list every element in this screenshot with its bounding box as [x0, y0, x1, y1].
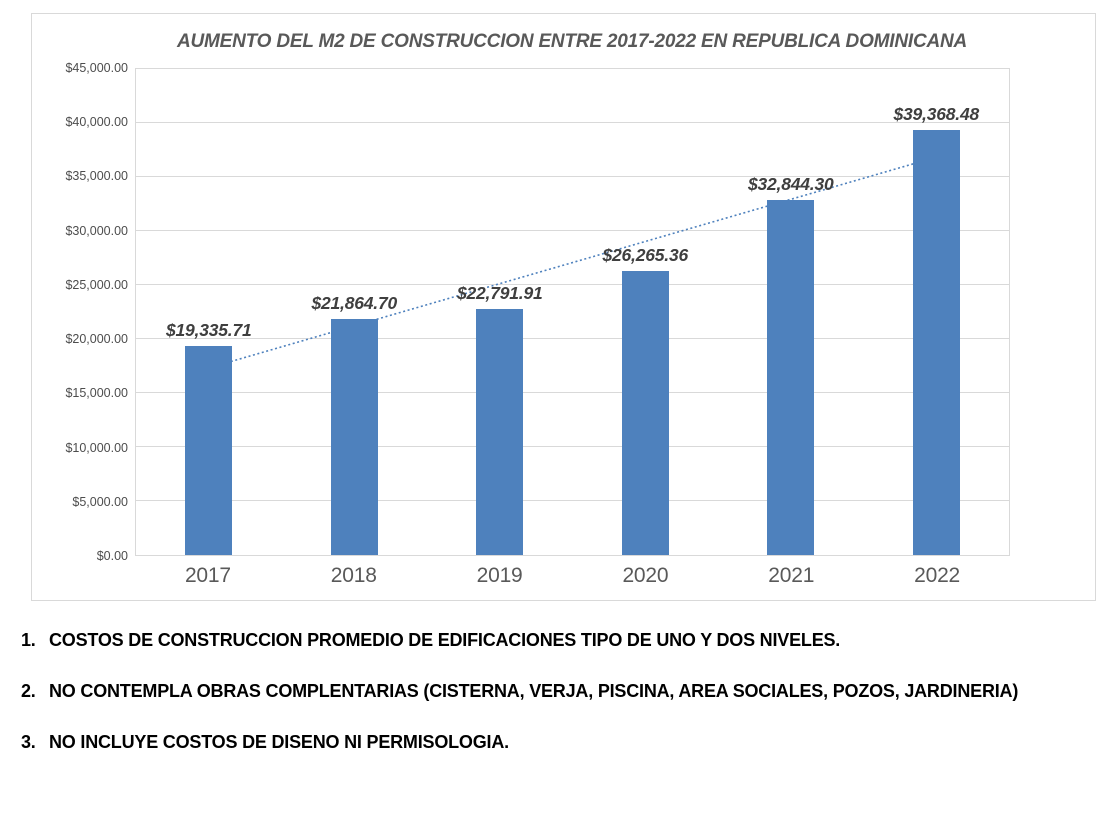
bar-value-label: $39,368.48 [893, 103, 980, 124]
y-axis-tick-label: $45,000.00 [65, 61, 128, 75]
note-item-3: 3. NO INCLUYE COSTOS DE DISENO NI PERMIS… [21, 732, 1093, 753]
note-text: NO CONTEMPLA OBRAS COMPLENTARIAS (CISTER… [49, 681, 1019, 701]
y-axis-tick-label: $0.00 [96, 549, 128, 563]
note-item-1: 1. COSTOS DE CONSTRUCCION PROMEDIO DE ED… [21, 630, 1093, 651]
trendline-layer [208, 156, 937, 369]
note-number: 3. [21, 732, 36, 752]
notes-list: 1. COSTOS DE CONSTRUCCION PROMEDIO DE ED… [21, 630, 1093, 783]
chart-card: AUMENTO DEL M2 DE CONSTRUCCION ENTRE 201… [31, 13, 1096, 601]
gridline [136, 500, 1009, 501]
note-text: NO INCLUYE COSTOS DE DISENO NI PERMISOLO… [49, 732, 509, 752]
gridline [136, 446, 1009, 447]
trendline [208, 156, 937, 369]
y-axis-tick-label: $15,000.00 [65, 386, 128, 401]
x-axis-tick-label: 2021 [768, 564, 815, 587]
x-axis-tick-label: 2017 [184, 564, 231, 587]
y-axis-tick-label: $35,000.00 [65, 169, 128, 184]
bar-2018 [330, 318, 378, 555]
x-axis-tick-label: 2018 [330, 564, 377, 587]
note-number: 2. [21, 681, 36, 701]
x-axis-tick-label: 2020 [622, 564, 669, 587]
y-axis-tick-label: $25,000.00 [65, 277, 128, 292]
gridline [136, 284, 1009, 285]
plot-area: $19,335.71 $21,864.70 $22,791.91 $26,265.36… [135, 68, 1010, 556]
y-axis-tick-label: $5,000.00 [72, 494, 128, 509]
x-axis-tick-label: 2019 [476, 564, 523, 587]
x-axis: 2017 2018 2019 2020 2021 2022 [135, 559, 1010, 591]
bar-2022 [912, 129, 960, 555]
note-text: COSTOS DE CONSTRUCCION PROMEDIO DE EDIFI… [49, 630, 841, 650]
gridline [136, 392, 1009, 394]
gridline [136, 122, 1009, 123]
note-item-2: 2. NO CONTEMPLA OBRAS COMPLENTARIAS (CIS… [21, 681, 1093, 702]
bar-value-label: $22,791.91 [456, 282, 543, 303]
bar-2021 [767, 200, 815, 555]
bar-value-label: $32,844.30 [747, 174, 834, 195]
y-axis-tick-label: $30,000.00 [65, 223, 128, 238]
bar-value-label: $19,335.71 [165, 320, 252, 341]
note-number: 1. [21, 630, 36, 650]
y-axis-tick-label: $10,000.00 [65, 440, 128, 455]
gridline [136, 230, 1009, 232]
gridline [136, 338, 1009, 339]
bar-2020 [621, 271, 669, 555]
y-axis-tick-label: $40,000.00 [65, 115, 128, 130]
bar-2017 [185, 346, 233, 555]
bar-2019 [476, 308, 524, 555]
chart-title: AUMENTO DEL M2 DE CONSTRUCCION ENTRE 201… [176, 31, 968, 52]
y-axis: $0.00 $5,000.00 $10,000.00 $15,000.00 $20,00… [32, 61, 128, 563]
bar-value-label: $21,864.70 [311, 292, 398, 313]
y-axis-tick-label: $20,000.00 [65, 332, 128, 347]
bar-value-label: $26,265.36 [602, 245, 689, 266]
x-axis-tick-label: 2022 [914, 564, 961, 587]
gridline [136, 176, 1009, 177]
